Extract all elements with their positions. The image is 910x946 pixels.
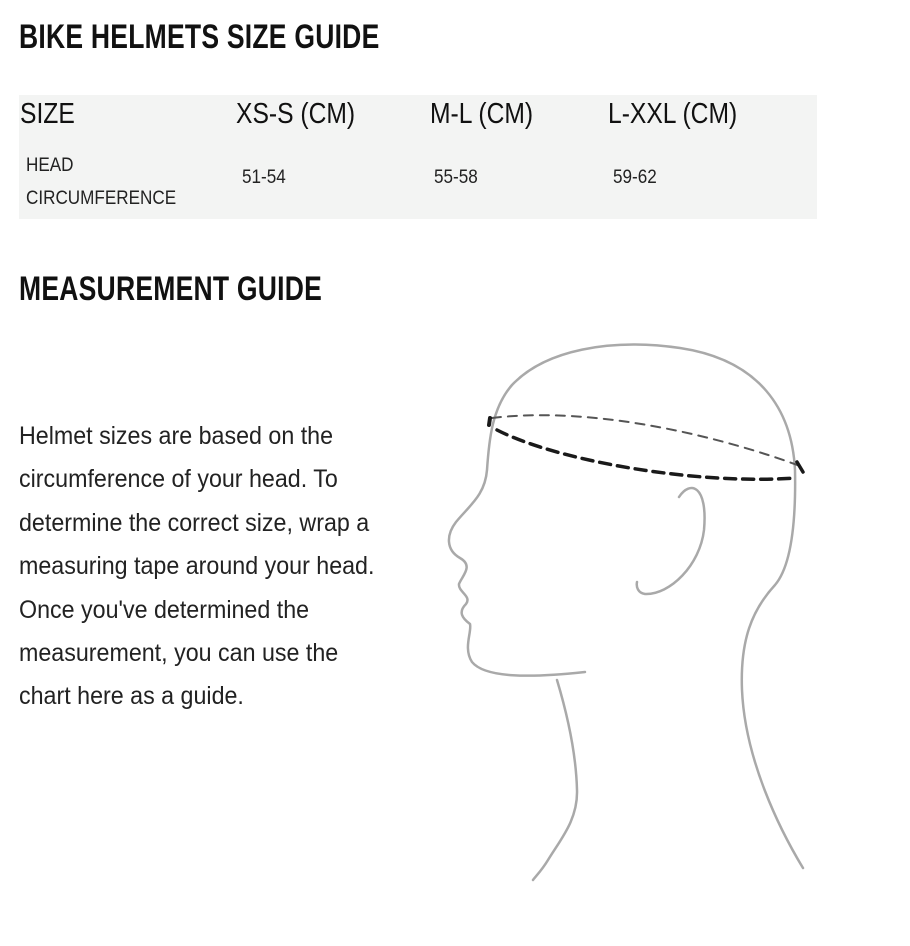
row-label-line1: HEAD bbox=[26, 155, 74, 176]
header-l-xxl: L-XXL (CM) bbox=[608, 98, 738, 130]
measuring-tape-icon bbox=[487, 414, 805, 482]
row-label-line2: CIRCUMFERENCE bbox=[26, 188, 177, 209]
size-table: SIZE XS-S (CM) M-L (CM) L-XXL (CM) HEAD … bbox=[19, 95, 817, 219]
value-xs-s: 51-54 bbox=[242, 167, 286, 188]
measurement-description: Helmet sizes are based on the circumfere… bbox=[19, 422, 375, 711]
section-title: MEASUREMENT GUIDE bbox=[19, 270, 323, 308]
row-label: HEAD CIRCUMFERENCE bbox=[26, 149, 176, 215]
neck-front bbox=[531, 678, 579, 882]
page-title: BIKE HELMETS SIZE GUIDE bbox=[19, 18, 380, 56]
header-m-l: M-L (CM) bbox=[430, 98, 534, 130]
header-size: SIZE bbox=[20, 98, 75, 130]
header-xs-s: XS-S (CM) bbox=[236, 98, 356, 130]
head-outline bbox=[447, 343, 805, 870]
ear bbox=[635, 486, 706, 596]
value-m-l: 55-58 bbox=[434, 167, 478, 188]
value-l-xxl: 59-62 bbox=[613, 167, 657, 188]
